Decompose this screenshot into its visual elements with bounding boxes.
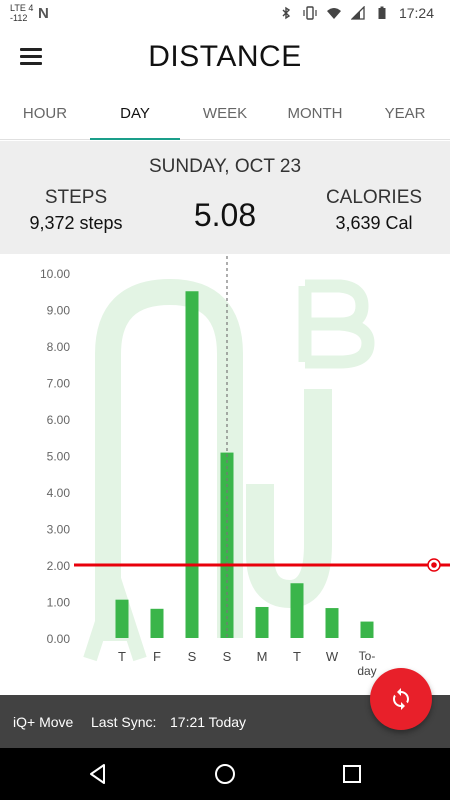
sync-icon (393, 688, 409, 710)
y-tick-label: 8.00 (47, 340, 71, 354)
chart-bar (255, 606, 269, 638)
y-tick-label: 1.00 (47, 596, 71, 610)
calories-summary: CALORIES 3,639 Cal (314, 187, 434, 234)
goal-target-center (431, 562, 437, 568)
tab-week[interactable]: WEEK (202, 105, 248, 122)
x-tick-label: W (326, 649, 339, 664)
clock: 17:24 (398, 5, 434, 21)
last-sync-time: 17:21 Today (170, 714, 247, 730)
chart-bar (115, 599, 129, 638)
x-tick-label: T (118, 649, 126, 664)
y-tick-label: 6.00 (47, 413, 71, 427)
signal-type: LTE 4 (10, 3, 34, 13)
day-summary: SUNDAY, OCT 23 STEPS 9,372 steps 5.08 CA… (0, 141, 450, 254)
status-bar: LTE 4 -112 N 17:24 (0, 0, 450, 28)
chart-bar (185, 291, 199, 638)
x-tick-label: T (293, 649, 301, 664)
status-icons: 17:24 (279, 5, 434, 21)
y-tick-label: 7.00 (47, 377, 71, 391)
x-tick-label: To-day (357, 649, 376, 678)
battery-icon (378, 6, 386, 19)
y-tick-label: 2.00 (47, 559, 71, 573)
tab-year[interactable]: YEAR (384, 105, 426, 122)
notification-icon: N (38, 5, 49, 22)
x-tick-label: S (188, 649, 197, 664)
watermark-shape (95, 278, 243, 638)
recents-icon[interactable] (340, 762, 364, 786)
y-tick-label: 9.00 (47, 304, 71, 318)
distance-chart-svg: 0.00 1.00 2.00 3.00 4.00 5.00 6.00 7.00 8.00 9.00… (40, 254, 450, 678)
y-tick-label: 4.00 (47, 486, 71, 500)
app-name: iQ+ Move (13, 714, 74, 730)
steps-value: 9,372 steps (29, 213, 123, 233)
calories-label: CALORIES (325, 187, 423, 208)
steps-label: STEPS (44, 187, 108, 208)
chart-bar (325, 608, 339, 638)
chart-bar (150, 608, 164, 638)
watermark-shape (246, 389, 332, 609)
last-sync-label: Last Sync: (91, 714, 157, 730)
navigation-bar (0, 748, 450, 800)
distance-chart[interactable]: 0.00 1.00 2.00 3.00 4.00 5.00 6.00 7.00 8.00 9.00… (0, 254, 450, 695)
signal-info: LTE 4 -112 (10, 3, 33, 23)
sync-button[interactable] (370, 668, 432, 730)
tab-month[interactable]: MONTH (287, 105, 343, 122)
home-icon[interactable] (213, 762, 237, 786)
signal-strength: -112 (10, 13, 28, 23)
cell-signal-icon (350, 6, 365, 20)
period-tabs: HOUR DAY WEEK MONTH YEAR (0, 90, 450, 140)
page-title: DISTANCE (148, 40, 302, 73)
y-tick-label: 10.00 (40, 267, 70, 281)
tab-day[interactable]: DAY (90, 90, 180, 140)
vibrate-icon (303, 6, 317, 20)
app-bar: DISTANCE (0, 28, 450, 90)
y-tick-label: 5.00 (47, 450, 71, 464)
y-tick-label: 0.00 (47, 632, 71, 646)
bluetooth-icon (282, 6, 291, 20)
back-icon[interactable] (86, 762, 110, 786)
x-tick-label: M (257, 649, 268, 664)
wifi-icon (326, 8, 341, 19)
distance-value: 5.08 (193, 197, 257, 233)
hamburger-menu-icon[interactable] (20, 48, 42, 66)
selected-date: SUNDAY, OCT 23 (148, 156, 302, 177)
watermark-letter (298, 279, 375, 369)
x-tick-label: F (153, 649, 161, 664)
tab-hour[interactable]: HOUR (22, 105, 68, 122)
y-tick-label: 3.00 (47, 523, 71, 537)
chart-bar (290, 583, 304, 638)
chart-bar (360, 621, 374, 638)
steps-summary: STEPS 9,372 steps (16, 187, 136, 234)
calories-value: 3,639 Cal (335, 213, 413, 233)
x-tick-label: S (223, 649, 232, 664)
